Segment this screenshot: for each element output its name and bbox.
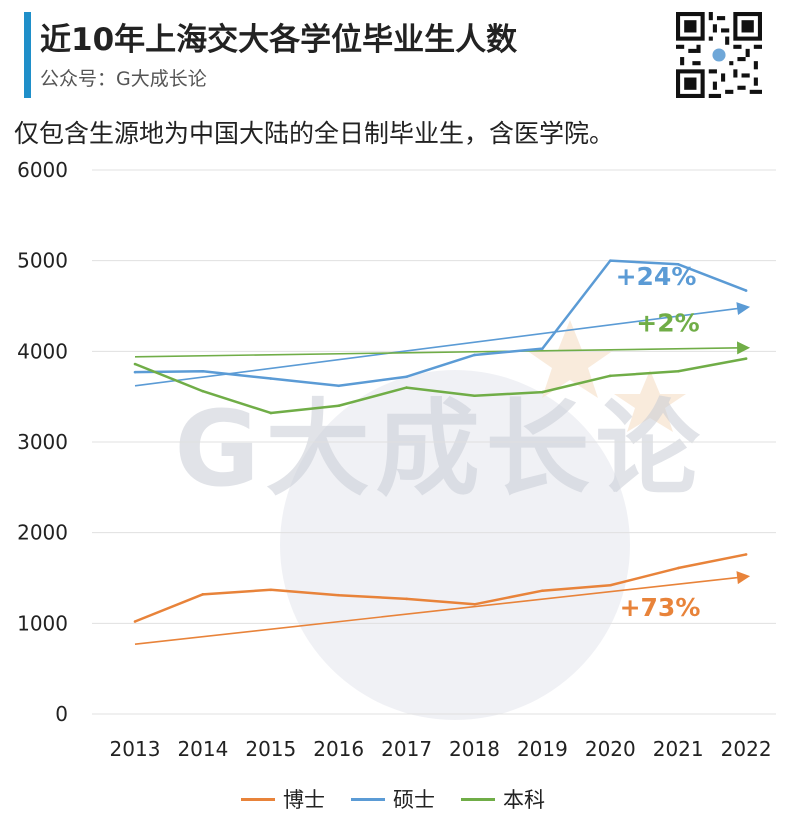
grid: [92, 169, 776, 715]
data-point: [609, 583, 612, 587]
data-point: [609, 374, 612, 378]
series-line: [134, 553, 747, 623]
trend-arrowhead: [736, 302, 751, 316]
growth-annotation: +2%: [636, 309, 699, 338]
trendline: [134, 307, 742, 387]
legend-item-bachelor: 本科: [461, 784, 545, 814]
x-tick-label: 2021: [653, 737, 704, 761]
x-tick-label: 2018: [449, 737, 500, 761]
data-point: [133, 362, 137, 366]
data-point: [541, 390, 544, 394]
trend-arrowhead: [736, 571, 751, 585]
legend-swatch-bachelor: [461, 797, 495, 801]
data-point: [405, 375, 408, 379]
legend-item-master: 硕士: [351, 784, 435, 814]
data-point: [473, 394, 476, 398]
data-point: [201, 389, 205, 393]
data-point: [201, 369, 205, 373]
x-tick-label: 2017: [381, 737, 432, 761]
legend-swatch-master: [351, 797, 385, 801]
watermark-text: G大成长论: [174, 388, 705, 510]
x-tick-label: 2013: [110, 737, 161, 761]
legend-label-bachelor: 本科: [503, 788, 545, 812]
chart-title: 近10年上海交大各学位毕业生人数: [40, 22, 518, 58]
x-tick-label: 2019: [517, 737, 568, 761]
series-line: [134, 357, 747, 415]
legend-item-phd: 博士: [241, 784, 325, 814]
y-axis: 0 1000 2000 3000 4000 5000 6000: [17, 158, 68, 726]
data-point: [269, 588, 273, 592]
title-accent-bar: [24, 12, 31, 98]
data-point: [405, 386, 408, 389]
data-point: [133, 620, 137, 623]
y-tick-label: 0: [55, 702, 68, 726]
data-point: [676, 369, 680, 373]
growth-annotation: +24%: [616, 262, 697, 291]
y-tick-label: 4000: [17, 339, 68, 363]
data-point: [269, 411, 273, 415]
chart-note: 仅包含生源地为中国大陆的全日制毕业生，含医学院。: [14, 119, 615, 148]
chart-subtitle: 公众号：G大成长论: [40, 68, 207, 90]
data-point: [337, 593, 341, 597]
data-point: [133, 370, 137, 374]
y-tick-label: 5000: [17, 249, 68, 273]
trendlines: [134, 302, 751, 645]
data-point: [609, 259, 612, 262]
trendline: [134, 347, 742, 358]
data-point: [676, 262, 680, 266]
legend-label-phd: 博士: [283, 788, 325, 812]
data-point: [744, 357, 748, 360]
x-tick-label: 2020: [585, 737, 636, 761]
legend: 博士 硕士 本科: [0, 784, 786, 814]
line-chart: G大成长论 0 1000 2000 3000 4000 5000 6000 2013 2014…: [17, 158, 776, 761]
y-tick-label: 2000: [17, 521, 68, 545]
x-axis: 2013 2014 2015 2016 2017 2018 2019 2020 2021 2022: [110, 737, 772, 761]
annotations: +73% +24% +2%: [616, 262, 701, 622]
data-point: [744, 289, 748, 292]
data-point: [541, 589, 544, 592]
data-point: [473, 353, 476, 357]
x-tick-label: 2014: [177, 737, 228, 761]
legend-swatch-phd: [241, 797, 275, 801]
data-point: [744, 553, 748, 556]
data-point: [269, 377, 273, 380]
watermark: G大成长论: [159, 228, 705, 746]
y-tick-label: 1000: [17, 611, 68, 635]
series-lines: [133, 259, 748, 623]
qr-code-icon: [676, 12, 762, 98]
trend-arrowhead: [737, 341, 751, 355]
data-point: [201, 593, 205, 596]
data-point: [337, 404, 341, 408]
data-point: [473, 602, 476, 606]
y-tick-label: 6000: [17, 158, 68, 182]
data-point: [541, 347, 544, 350]
growth-annotation: +73%: [620, 593, 701, 622]
data-point: [676, 566, 680, 570]
data-point: [405, 597, 408, 601]
legend-label-master: 硕士: [393, 788, 435, 812]
data-point: [337, 384, 341, 388]
series-line: [134, 259, 747, 388]
trendline: [134, 576, 742, 645]
x-tick-label: 2015: [245, 737, 296, 761]
x-tick-label: 2022: [721, 737, 772, 761]
y-tick-label: 3000: [17, 430, 68, 454]
x-tick-label: 2016: [313, 737, 364, 761]
